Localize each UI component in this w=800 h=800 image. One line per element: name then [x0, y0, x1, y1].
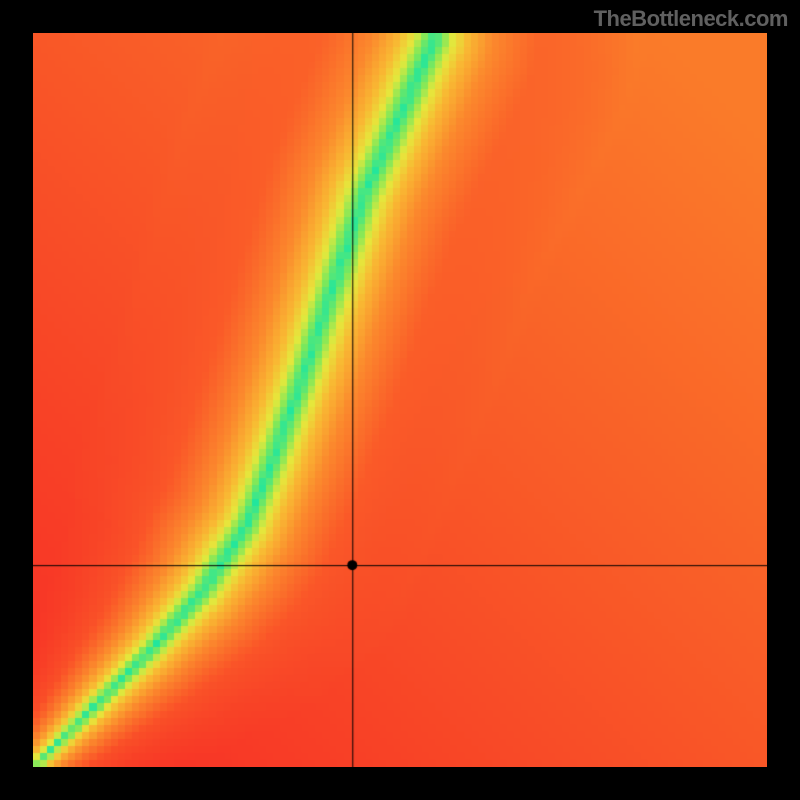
heatmap-plot — [33, 33, 767, 767]
heatmap-canvas — [33, 33, 767, 767]
watermark-text: TheBottleneck.com — [594, 6, 788, 32]
chart-container: TheBottleneck.com — [0, 0, 800, 800]
